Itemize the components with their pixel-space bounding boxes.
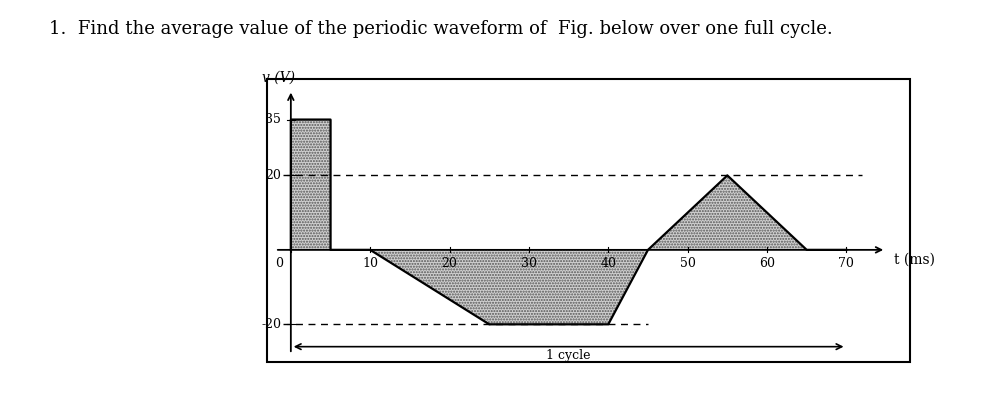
Text: 35: 35 bbox=[265, 113, 281, 126]
Text: 20: 20 bbox=[442, 257, 458, 270]
Text: 1.  Find the average value of the periodic waveform of  Fig. below over one full: 1. Find the average value of the periodi… bbox=[49, 20, 833, 38]
Text: 30: 30 bbox=[521, 257, 537, 270]
Text: 0: 0 bbox=[275, 257, 283, 270]
Text: 10: 10 bbox=[362, 257, 378, 270]
Text: 20: 20 bbox=[265, 169, 281, 182]
Text: 70: 70 bbox=[839, 257, 854, 270]
Text: 1 cycle: 1 cycle bbox=[546, 349, 590, 362]
Text: v (V): v (V) bbox=[262, 70, 296, 84]
Text: 40: 40 bbox=[600, 257, 616, 270]
Text: 60: 60 bbox=[759, 257, 775, 270]
Text: t (ms): t (ms) bbox=[894, 252, 935, 266]
Bar bbox=[267, 79, 910, 362]
Text: 50: 50 bbox=[679, 257, 695, 270]
Text: -20: -20 bbox=[261, 318, 281, 331]
